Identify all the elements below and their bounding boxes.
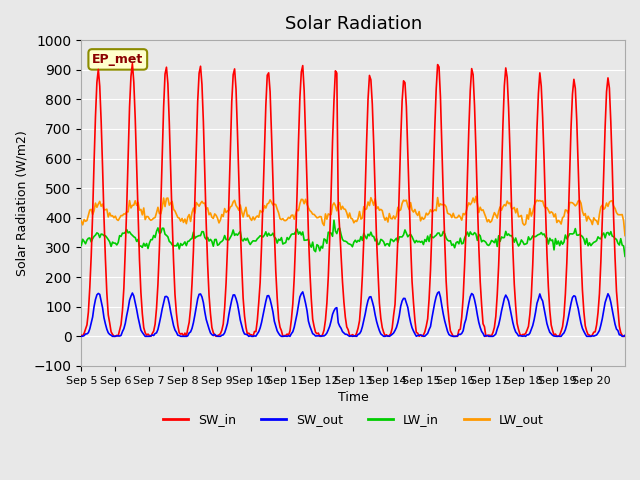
Legend: SW_in, SW_out, LW_in, LW_out: SW_in, SW_out, LW_in, LW_out [158,408,548,432]
X-axis label: Time: Time [338,391,369,404]
Text: EP_met: EP_met [92,53,143,66]
Title: Solar Radiation: Solar Radiation [285,15,422,33]
Y-axis label: Solar Radiation (W/m2): Solar Radiation (W/m2) [15,130,28,276]
